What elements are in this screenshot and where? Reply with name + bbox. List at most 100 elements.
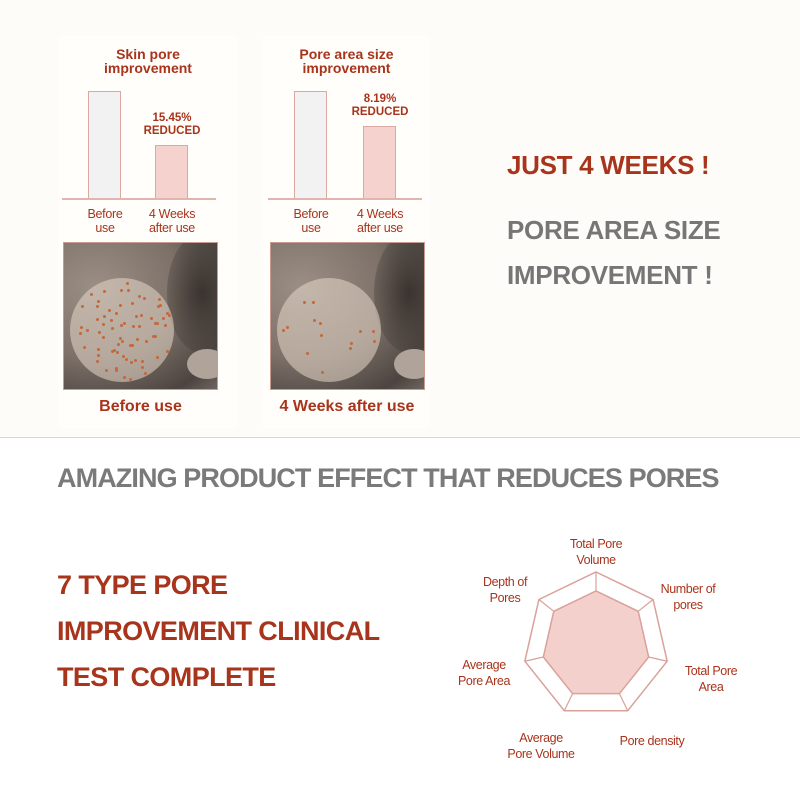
pore-dot bbox=[85, 328, 89, 332]
headline-line2: PORE AREA SIZE bbox=[507, 215, 721, 245]
headline-line3: IMPROVEMENT ! bbox=[507, 260, 713, 290]
pore-dot bbox=[138, 324, 142, 328]
pore-dot bbox=[166, 349, 170, 353]
pore-dot bbox=[102, 336, 106, 340]
radar-axis-label-line: Pores bbox=[489, 591, 521, 605]
radar-axis-label-line: Depth of bbox=[482, 575, 528, 589]
pore-dot bbox=[119, 337, 122, 341]
pore-dot bbox=[120, 339, 124, 343]
pore-dot bbox=[163, 323, 167, 327]
pore-dot bbox=[104, 368, 108, 372]
pore-dot bbox=[358, 329, 362, 333]
pore-dot bbox=[157, 297, 161, 301]
pore-dot bbox=[145, 339, 149, 343]
pore-dot bbox=[152, 334, 156, 338]
pore-dot bbox=[109, 318, 113, 322]
radar-axis-label: Total Pore Volume bbox=[570, 536, 623, 568]
x-label-before: Before use bbox=[271, 207, 351, 235]
pore-dot bbox=[97, 354, 101, 358]
chart-title-line: Skin pore bbox=[116, 46, 180, 62]
pore-dot bbox=[135, 337, 139, 341]
pore-dot bbox=[135, 314, 139, 318]
radar-axis-label-line: Area bbox=[698, 680, 724, 694]
chart-title-line: improvement bbox=[104, 60, 192, 76]
pore-dot bbox=[371, 330, 375, 334]
skin-photo-before bbox=[63, 242, 218, 390]
pore-dot bbox=[349, 341, 353, 345]
radar-axis-label-line: Pore Area bbox=[458, 674, 510, 688]
pore-dot bbox=[103, 315, 107, 319]
pore-dot bbox=[119, 323, 123, 327]
pore-dot bbox=[140, 359, 144, 363]
pore-dot bbox=[373, 339, 377, 343]
pore-dot bbox=[126, 289, 130, 293]
radar-axis-label: Total Pore Area bbox=[685, 663, 738, 695]
clinical-line1: 7 TYPE PORE bbox=[57, 570, 228, 600]
pore-dot bbox=[313, 318, 317, 322]
bar-after-use bbox=[155, 145, 188, 199]
magnified-area bbox=[277, 278, 381, 382]
pore-dot bbox=[320, 370, 324, 374]
pore-dot bbox=[140, 313, 143, 317]
pore-dot bbox=[115, 366, 119, 370]
pore-dot bbox=[124, 358, 128, 362]
x-label-line: 4 Weeks bbox=[356, 207, 404, 221]
pore-dot bbox=[162, 316, 166, 320]
reduction-label: 15.45% REDUCED bbox=[132, 112, 212, 138]
pore-dot bbox=[102, 322, 105, 326]
pore-dot bbox=[156, 304, 160, 308]
pore-dot bbox=[78, 332, 82, 336]
photo-label-after: 4 Weeks after use bbox=[279, 398, 415, 415]
pore-dot bbox=[110, 326, 114, 330]
pore-dot bbox=[150, 317, 154, 321]
pore-dot bbox=[286, 326, 290, 330]
pore-dot bbox=[122, 354, 126, 358]
radar-axis-label-line: Number of bbox=[660, 582, 716, 596]
x-label-line: use bbox=[301, 221, 321, 235]
reduction-text: REDUCED bbox=[143, 125, 201, 137]
pore-dot bbox=[154, 335, 158, 339]
pore-dot bbox=[129, 344, 133, 348]
pore-dot bbox=[96, 299, 100, 303]
reduction-value: 15.45% bbox=[152, 112, 192, 124]
bar-after-use bbox=[363, 125, 396, 199]
pore-dot bbox=[120, 288, 124, 292]
reduction-value: 8.19% bbox=[363, 92, 397, 105]
clinical-line3: TEST COMPLETE bbox=[57, 662, 276, 692]
reduction-text: REDUCED bbox=[351, 105, 409, 118]
pore-dot bbox=[112, 349, 116, 353]
radar-axis-label: Pore density bbox=[620, 733, 685, 749]
pore-dot bbox=[302, 301, 306, 305]
pore-dot bbox=[116, 350, 120, 354]
pore-dot bbox=[80, 325, 84, 329]
x-label-line: use bbox=[95, 221, 115, 235]
pore-dot bbox=[80, 304, 84, 308]
pore-dot bbox=[96, 347, 100, 351]
radar-axis-label: Number of pores bbox=[661, 581, 716, 613]
pore-dot bbox=[130, 361, 134, 365]
pore-dot bbox=[125, 282, 129, 286]
pore-dot bbox=[116, 343, 120, 347]
section-title: AMAZING PRODUCT EFFECT THAT REDUCES PORE… bbox=[57, 463, 720, 493]
pore-dot bbox=[168, 314, 172, 318]
chart-title: Pore area size improvement bbox=[263, 47, 430, 75]
chart-title-line: improvement bbox=[302, 60, 391, 76]
chart-baseline bbox=[268, 198, 422, 200]
radar-axis-label-line: Pore density bbox=[619, 734, 685, 748]
chart-title: Skin pore improvement bbox=[58, 47, 238, 75]
pore-dot bbox=[305, 352, 309, 356]
radar-axis-label-line: Average bbox=[462, 658, 506, 672]
pore-dot bbox=[311, 300, 315, 304]
chart-title-line: Pore area size bbox=[299, 46, 394, 62]
pore-dot bbox=[166, 311, 170, 315]
pore-dot bbox=[137, 294, 141, 298]
headline-weeks: JUST 4 WEEKS ! bbox=[507, 150, 710, 180]
pore-dot bbox=[115, 312, 119, 316]
radar-axis-label-line: Pore Volume bbox=[507, 747, 575, 761]
pore-dot bbox=[102, 289, 106, 293]
pore-dot bbox=[140, 365, 144, 369]
chart-baseline bbox=[62, 198, 216, 200]
radar-axis-label-line: Average bbox=[519, 731, 563, 745]
pore-dot bbox=[143, 296, 147, 300]
pore-dot bbox=[83, 345, 87, 349]
